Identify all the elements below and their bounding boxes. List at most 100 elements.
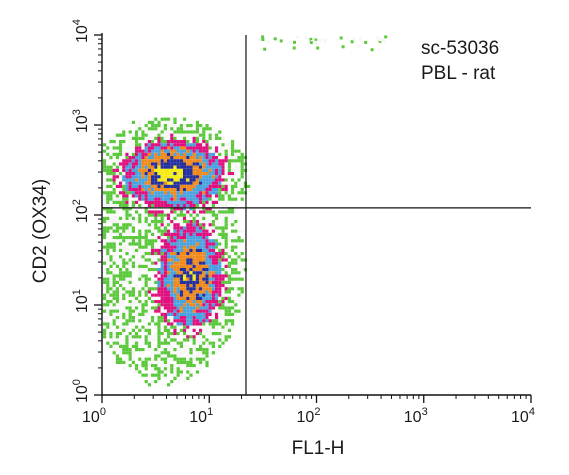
density-cell [163,277,167,281]
density-cell [218,280,222,284]
density-cell [173,213,177,217]
density-cell [167,306,171,310]
density-cell [237,149,241,153]
density-cell [176,143,180,147]
density-cell [199,191,203,195]
density-cell [125,216,129,220]
density-cell [189,284,193,288]
density-cell [234,245,238,249]
density-cell [192,210,196,214]
density-cell [157,338,161,342]
density-cell [167,309,171,313]
density-cell [309,41,313,45]
density-cell [224,168,228,172]
density-cell [128,200,132,204]
density-cell [160,181,164,185]
density-cell [138,191,142,195]
density-cell [151,188,155,192]
density-cell [224,303,228,307]
density-cell [221,341,225,345]
density-cell [231,248,235,252]
density-cell [173,239,177,243]
density-cell [237,159,241,163]
density-cell [131,133,135,137]
density-cell [163,140,167,144]
density-cell [154,284,158,288]
density-cell [208,136,212,140]
density-cell [115,146,119,150]
density-cell [151,165,155,169]
density-cell [215,287,219,291]
density-cell [160,287,164,291]
density-cell [131,306,135,310]
density-cell [192,165,196,169]
density-cell [154,255,158,259]
density-cell [218,287,222,291]
density-cell [179,287,183,291]
density-cell [103,236,107,240]
density-cell [106,303,110,307]
density-cell [131,149,135,153]
density-cell [176,277,180,281]
density-cell [106,316,110,320]
density-cell [122,226,126,230]
density-cell [208,341,212,345]
density-cell [221,184,225,188]
density-cell [240,229,244,233]
density-cell [199,335,203,339]
density-cell [189,322,193,326]
density-cell [112,210,116,214]
density-cell [151,370,155,374]
density-cell [195,213,199,217]
density-cell [103,168,107,172]
density-cell [122,245,126,249]
density-cell [122,172,126,176]
density-cell [128,357,132,361]
density-cell [208,172,212,176]
density-cell [112,328,116,332]
density-cell [128,284,132,288]
density-cell [211,197,215,201]
density-cell [186,303,190,307]
density-cell [151,140,155,144]
density-cell [186,172,190,176]
density-cell [218,296,222,300]
density-cell [211,293,215,297]
density-cell [115,319,119,323]
density-cell [208,152,212,156]
density-cell [179,188,183,192]
density-cell [234,239,238,243]
density-cell [186,344,190,348]
density-cell [231,159,235,163]
density-cell [122,274,126,278]
density-cell [195,300,199,304]
density-cell [240,268,244,272]
density-cell [186,156,190,160]
density-cell [227,165,231,169]
density-cell [199,252,203,256]
density-cell [189,229,193,233]
density-cell [154,296,158,300]
density-cell [160,191,164,195]
density-cell [119,140,123,144]
density-cell [208,248,212,252]
density-cell [141,172,145,176]
density-cell [170,200,174,204]
density-cell [170,220,174,224]
density-cell [202,351,206,355]
density-cell [176,156,180,160]
density-cell [205,268,209,272]
density-cell [186,306,190,310]
density-cell [170,284,174,288]
density-cell [170,239,174,243]
density-cell [240,287,244,291]
density-cell [199,210,203,214]
density-cell [147,245,151,249]
density-cell [186,204,190,208]
density-cell [157,188,161,192]
density-cell [138,255,142,259]
density-cell [170,143,174,147]
density-cell [192,258,196,262]
density-cell [186,149,190,153]
density-cell [160,149,164,153]
